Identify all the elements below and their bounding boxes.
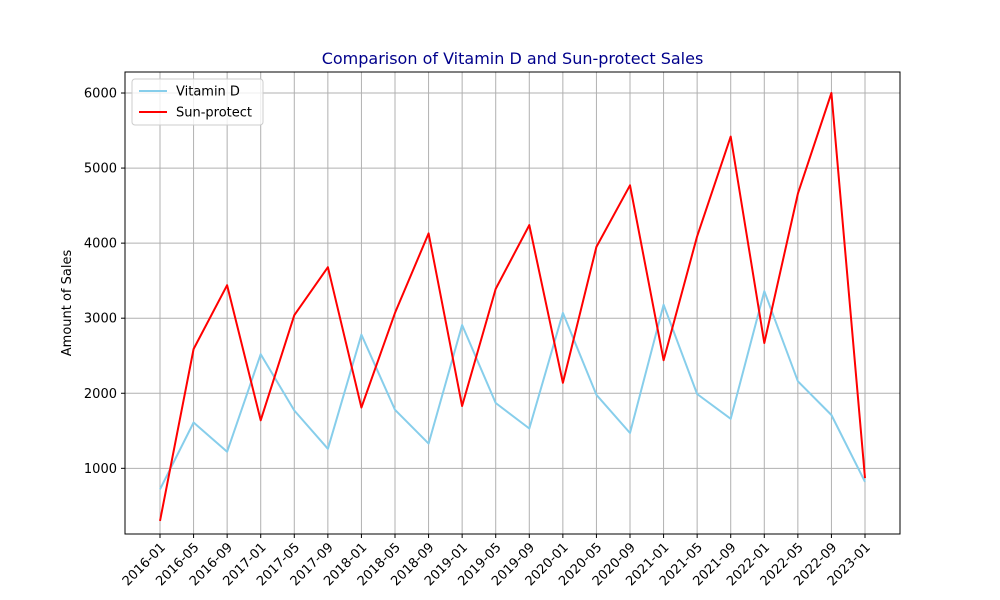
x-axis: 2016-012016-052016-092017-012017-052017-… <box>120 534 874 589</box>
y-axis-label: Amount of Sales <box>60 250 75 357</box>
chart-title: Comparison of Vitamin D and Sun-protect … <box>322 49 704 68</box>
y-tick-label: 1000 <box>84 462 117 477</box>
y-tick-label: 4000 <box>84 237 117 252</box>
series-line-vitamin-d <box>159 290 866 490</box>
y-tick-label: 3000 <box>84 312 117 327</box>
grid <box>125 72 900 534</box>
y-axis: 1000 2000 3000 4000 5000 6000 <box>84 87 125 477</box>
y-tick-label: 5000 <box>84 162 117 177</box>
legend-label: Sun-protect <box>176 106 252 121</box>
y-tick-label: 2000 <box>84 387 117 402</box>
y-tick-label: 6000 <box>84 87 117 102</box>
series-lines <box>159 92 866 522</box>
legend-label: Vitamin D <box>176 85 240 100</box>
series-line-sun-protect <box>159 92 866 522</box>
legend: Vitamin D Sun-protect <box>131 78 264 126</box>
plot-frame <box>124 71 901 535</box>
